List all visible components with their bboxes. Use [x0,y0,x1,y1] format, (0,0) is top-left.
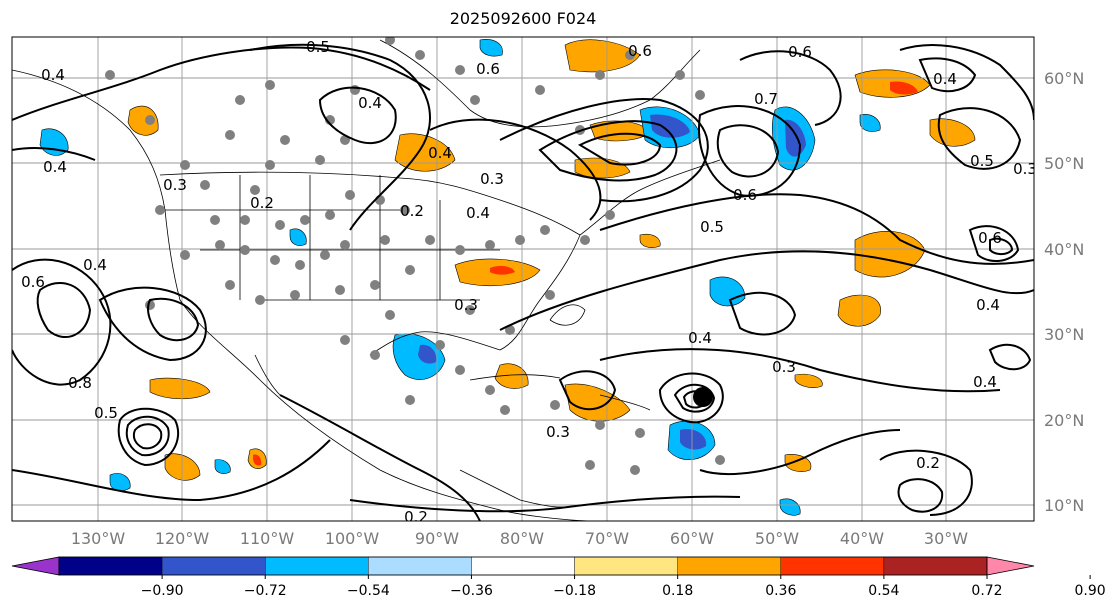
contour-label: 0.4 [973,373,997,391]
contour-label: 0.6 [21,273,45,291]
lat-label: 50°N [1044,154,1084,173]
station-markers [105,37,725,475]
contour-label: 0.2 [916,454,940,472]
lon-label: 90°W [415,529,459,548]
contour-label: 0.4 [428,144,452,162]
lon-label: 130°W [71,529,126,548]
contour-label: 0.4 [688,329,712,347]
lon-label: 120°W [155,529,210,548]
latitude-axis: 60°N 50°N 40°N 30°N 20°N 10°N [1044,69,1084,515]
contour-label: 0.3 [1013,160,1037,178]
contour-label: 0.5 [700,218,724,236]
contour-label: 0.4 [41,66,65,84]
lon-label: 110°W [240,529,295,548]
contour-label: 0.6 [978,229,1002,247]
colorbar-segment [265,556,369,576]
colorbar-segment [677,556,781,576]
contour-label: 0.4 [43,158,67,176]
longitude-axis: 130°W 120°W 110°W 100°W 90°W 80°W 70°W 6… [71,529,968,548]
lon-label: 70°W [585,529,629,548]
contour-label: 0.5 [94,404,118,422]
contour-label: 0.6 [628,42,652,60]
map-frame [11,36,1035,522]
contour-label: 0.2 [404,508,428,526]
contour-label: 0.3 [163,176,187,194]
contour-label: 0.3 [454,296,478,314]
contour-label: 0.2 [250,194,274,212]
contour-label: 0.2 [400,202,424,220]
lat-label: 10°N [1044,496,1084,515]
colorbar-segment [58,556,163,576]
contour-lines [12,43,1034,521]
cyclone-center-marker [693,387,713,407]
lon-label: 60°W [670,529,714,548]
lon-label: 100°W [325,529,380,548]
colorbar-tick-label: 0.72 [971,583,1002,599]
contour-label: 0.3 [546,423,570,441]
colorbar-tick-label: 0.54 [868,583,899,599]
contour-label: 0.4 [358,94,382,112]
contour-label: 0.5 [970,152,994,170]
contour-label: 0.4 [976,296,1000,314]
colorbar-segment [883,556,988,576]
colorbar-tick-label: −0.72 [244,583,287,599]
contour-label: 0.7 [754,90,778,108]
contour-label: 0.3 [772,358,796,376]
contour-label: 0.4 [83,256,107,274]
colorbar-segment [471,556,575,576]
colorbar-tick-label: −0.18 [553,583,596,599]
colorbar-extend-max [986,556,1035,576]
contour-label: 0.4 [466,204,490,222]
colorbar-tick-label: −0.36 [450,583,493,599]
map-gridlines [12,37,1034,521]
colorbar-tick-label: −0.54 [347,583,390,599]
lat-label: 20°N [1044,411,1084,430]
contour-label: 0.8 [68,374,92,392]
lon-label: 80°W [500,529,544,548]
colorbar-tick-label: 0.18 [662,583,693,599]
contour-label-group: 0.5 0.6 0.4 0.4 0.4 0.3 0.3 0.2 0.6 0.5 … [21,38,1037,526]
lat-label: 60°N [1044,69,1084,88]
contour-label: 0.6 [476,60,500,78]
contour-label: 0.4 [933,70,957,88]
lat-label: 40°N [1044,240,1084,259]
colorbar-segment [574,556,678,576]
lon-label: 40°W [840,529,884,548]
colorbar-tick-label: 0.36 [765,583,796,599]
colorbar-tick-label: 0.90 [1075,583,1105,599]
colorbar-segment [780,556,885,576]
contour-label: 0.6 [788,43,812,61]
lon-label: 30°W [924,529,968,548]
colorbar: −0.90 −0.72 −0.54 −0.36 −0.18 0.18 0.36 0.54 0.7… [11,556,1105,599]
colorbar-segment [161,556,266,576]
map-title: 2025092600 F024 [449,9,597,28]
contour-label: 0.5 [306,38,330,56]
contour-label: 0.3 [480,170,504,188]
colorbar-tick-label: −0.90 [141,583,184,599]
colorbar-segment [368,556,472,576]
lon-label: 50°W [755,529,799,548]
lat-label: 30°N [1044,325,1084,344]
colorbar-extend-min [11,556,60,576]
contour-label: 0.6 [733,186,757,204]
